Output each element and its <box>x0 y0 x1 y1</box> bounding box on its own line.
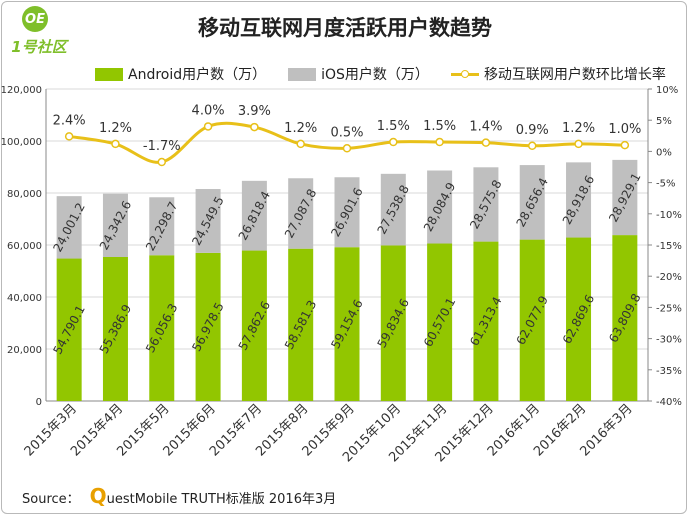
bar-android <box>149 255 175 401</box>
legend-item-android: Android用户数（万） <box>95 64 266 84</box>
source-label: Source： <box>22 492 80 507</box>
bar-ios <box>288 178 314 249</box>
logo: ОЕ 1号社区 <box>8 6 70 66</box>
right-axis-tick-label: -5% <box>656 179 675 190</box>
bar-android <box>334 247 360 401</box>
growth-point <box>389 137 398 147</box>
growth-point <box>111 139 120 149</box>
growth-value-label: 1.4% <box>469 120 502 135</box>
logo-badge: ОЕ <box>22 6 48 32</box>
legend-label-growth: 移动互联网用户数环比增长率 <box>483 67 666 83</box>
growth-point <box>527 141 537 151</box>
bar-ios <box>473 167 499 242</box>
growth-value-label: 1.2% <box>562 121 595 136</box>
source-q-letter: Q <box>89 484 107 508</box>
growth-value-label: 1.0% <box>608 122 641 137</box>
source-note: Source： Q uestMobile TRUTH标准版 2016年3月 <box>22 484 336 508</box>
growth-point <box>620 140 630 150</box>
bar-android <box>519 239 545 401</box>
bar-ios <box>566 162 592 238</box>
bar-android <box>612 235 638 401</box>
bar-android <box>473 241 499 401</box>
growth-value-label: 1.2% <box>284 121 317 136</box>
growth-value-label: 4.0% <box>192 103 225 118</box>
legend-swatch-growth <box>450 68 479 81</box>
right-axis-tick-label: 0% <box>656 147 672 158</box>
left-axis-tick-label: 60,000 <box>7 241 42 252</box>
bar-android <box>566 237 592 401</box>
bar-ios <box>102 193 128 257</box>
growth-value-label: 1.2% <box>99 121 132 136</box>
bar-android <box>288 248 314 401</box>
growth-value-label: 0.5% <box>330 125 363 140</box>
right-axis-tick-label: -20% <box>656 272 682 283</box>
logo-text: 1号社区 <box>11 38 67 56</box>
bar-ios <box>427 170 453 244</box>
right-axis-tick-label: -40% <box>656 397 682 408</box>
bar-android <box>380 245 406 401</box>
legend-item-ios: iOS用户数（万） <box>288 64 429 84</box>
legend-swatch-android <box>95 67 123 81</box>
bar-ios <box>56 196 82 259</box>
growth-point <box>250 122 259 132</box>
right-axis-tick-label: -10% <box>656 210 682 221</box>
growth-point <box>296 139 305 149</box>
bar-android <box>56 258 82 401</box>
right-axis-tick-label: -25% <box>656 303 682 314</box>
left-axis-tick-label: 40,000 <box>7 293 42 304</box>
left-axis-tick-label: 20,000 <box>7 345 42 356</box>
growth-value-label: 1.5% <box>423 119 456 134</box>
bar-ios <box>612 159 638 236</box>
growth-point <box>157 157 167 167</box>
legend-swatch-ios <box>288 67 317 81</box>
bar-ios <box>334 177 360 248</box>
growth-value-label: 3.9% <box>238 104 271 119</box>
bar-ios <box>149 197 175 256</box>
left-axis-tick-label: 80,000 <box>7 189 42 200</box>
bar-android <box>241 250 267 401</box>
left-axis-tick-label: 120,000 <box>1 85 42 96</box>
legend-item-growth: 移动互联网用户数环比增长率 <box>450 64 666 84</box>
growth-value-label: 2.4% <box>53 113 86 128</box>
bar-ios <box>519 165 545 240</box>
bar-ios <box>195 189 221 253</box>
source-text: uestMobile TRUTH标准版 2016年3月 <box>106 492 337 507</box>
bar-android <box>427 243 453 401</box>
right-axis-tick-label: 5% <box>656 116 672 127</box>
growth-point <box>435 137 444 147</box>
growth-point <box>203 122 213 131</box>
right-axis-tick-label: -30% <box>656 335 682 346</box>
right-axis-tick-label: -35% <box>656 366 682 377</box>
bar-android <box>195 252 221 401</box>
bar-android <box>102 256 128 401</box>
right-axis-tick-label: 10% <box>656 85 678 96</box>
bar-ios <box>380 173 406 246</box>
growth-point <box>64 132 74 141</box>
growth-value-label: 1.5% <box>377 119 410 134</box>
legend: Android用户数（万） iOS用户数（万） 移动互联网用户数环比增长率 <box>95 64 688 84</box>
left-axis-tick-label: 0 <box>36 397 42 408</box>
legend-label-android: Android用户数（万） <box>128 67 267 83</box>
growth-point <box>481 138 491 147</box>
growth-value-label: -1.7% <box>143 139 181 154</box>
growth-value-label: 0.9% <box>516 123 549 138</box>
left-axis-tick-label: 100,000 <box>1 137 42 148</box>
chart-title: 移动互联网月度活跃用户数趋势 <box>198 16 492 40</box>
legend-label-ios: iOS用户数（万） <box>321 67 429 83</box>
bar-ios <box>241 180 267 251</box>
right-axis-tick-label: -15% <box>656 241 682 252</box>
growth-point <box>342 144 352 153</box>
growth-point <box>574 139 583 149</box>
